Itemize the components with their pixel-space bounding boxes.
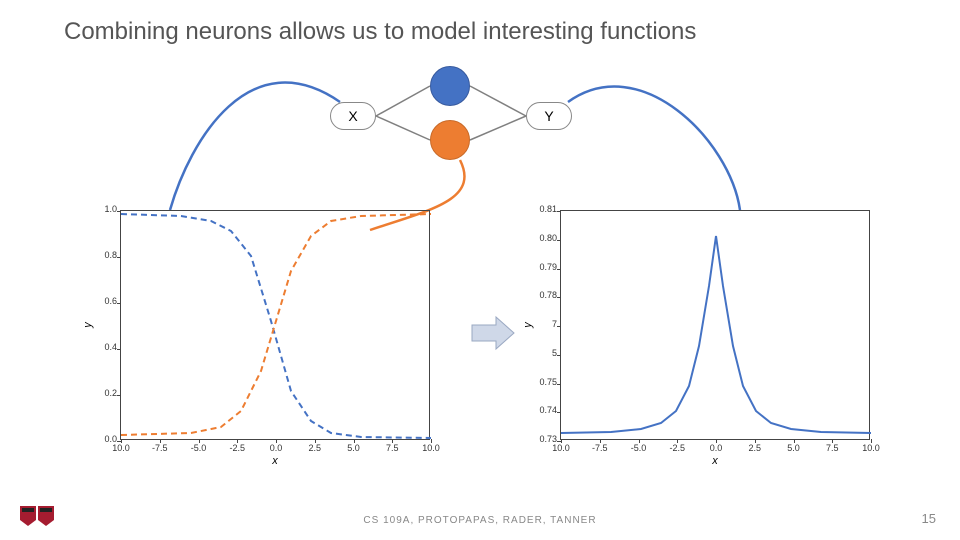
network-diagram: X Y <box>310 60 650 170</box>
shield-icon <box>20 506 36 526</box>
tick-y-label: 0.6 <box>91 296 117 306</box>
chart-left-svg <box>121 211 431 441</box>
tick-x-label: -2.5 <box>669 443 685 453</box>
tick-x-label: 7.5 <box>826 443 839 453</box>
tick-y-label: 0.0 <box>91 434 117 444</box>
tick-x-label: -2.5 <box>229 443 245 453</box>
hidden-node-blue <box>430 66 470 106</box>
chart-right-plot: x y 10.0-7.5-5.0-2.50.02.55.07.510.00.73… <box>560 210 870 440</box>
tick-x-label: 10.0 <box>422 443 440 453</box>
slide-title: Combining neurons allows us to model int… <box>64 18 696 46</box>
tick-y-label: 0.81 <box>531 204 557 214</box>
tick-x-label: -7.5 <box>592 443 608 453</box>
charts-container: x y 10.0-7.5-5.0-2.50.02.55.07.510.00.00… <box>60 200 900 500</box>
tick-y-label: 0.75 <box>531 377 557 387</box>
chart-left-ylabel: y <box>82 322 94 328</box>
tick-x-label: -5.0 <box>191 443 207 453</box>
logo-shields <box>20 506 56 530</box>
chart-right-svg <box>561 211 871 441</box>
chart-left: x y 10.0-7.5-5.0-2.50.02.55.07.510.00.00… <box>70 200 450 470</box>
input-node: X <box>330 102 376 130</box>
tick-y-label: 0.78 <box>531 290 557 300</box>
page-number: 15 <box>922 511 936 526</box>
output-node-label: Y <box>544 108 553 124</box>
chart-right-xlabel: x <box>712 455 718 467</box>
tick-x-label: 5.0 <box>787 443 800 453</box>
tick-x-label: 10.0 <box>862 443 880 453</box>
tick-y-label: 0.8 <box>91 250 117 260</box>
tick-y-label: 0.73 <box>531 434 557 444</box>
tick-y-label: 0.74 <box>531 405 557 415</box>
tick-x-label: 7.5 <box>386 443 399 453</box>
hidden-node-orange <box>430 120 470 160</box>
tick-x-label: 2.5 <box>748 443 761 453</box>
curve-blue <box>170 83 340 210</box>
tick-y-label: 0.2 <box>91 388 117 398</box>
curve-output <box>568 87 740 210</box>
tick-y-label: 0.4 <box>91 342 117 352</box>
tick-x-label: 5.0 <box>347 443 360 453</box>
tick-x-label: 0.0 <box>270 443 283 453</box>
chart-left-plot: x y 10.0-7.5-5.0-2.50.02.55.07.510.00.00… <box>120 210 430 440</box>
tick-y-label: 1.0 <box>91 204 117 214</box>
tick-y-label: 0.80 <box>531 233 557 243</box>
tick-x-label: 2.5 <box>308 443 321 453</box>
chart-left-xlabel: x <box>272 455 278 467</box>
chart-right: x y 10.0-7.5-5.0-2.50.02.55.07.510.00.73… <box>510 200 890 470</box>
output-node: Y <box>526 102 572 130</box>
tick-x-label: 10.0 <box>112 443 130 453</box>
tick-x-label: 0.0 <box>710 443 723 453</box>
footer-credits: CS 109A, PROTOPAPAS, RADER, TANNER <box>0 515 960 526</box>
tick-x-label: 10.0 <box>552 443 570 453</box>
tick-x-label: -5.0 <box>631 443 647 453</box>
tick-x-label: -7.5 <box>152 443 168 453</box>
tick-y-label: 5 <box>531 348 557 358</box>
tick-y-label: 7 <box>531 319 557 329</box>
input-node-label: X <box>348 108 357 124</box>
tick-y-label: 0.79 <box>531 262 557 272</box>
shield-icon <box>38 506 54 526</box>
